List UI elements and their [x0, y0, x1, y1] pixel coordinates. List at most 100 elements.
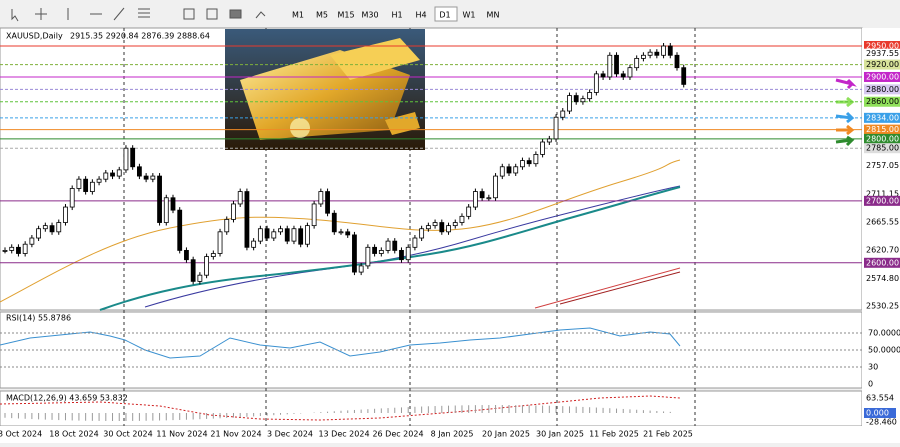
- candle: [493, 175, 498, 199]
- candle: [123, 147, 129, 171]
- price-tag: [864, 195, 900, 206]
- candle: [600, 73, 606, 78]
- candle: [593, 73, 599, 93]
- candle: [163, 197, 169, 223]
- timeframe-button[interactable]: W1: [463, 11, 476, 20]
- candle: [345, 231, 351, 236]
- timeframe-button[interactable]: M15: [337, 11, 354, 20]
- candle: [217, 231, 223, 254]
- rsi-level-label: 70.0000: [868, 329, 900, 338]
- macd-label: MACD(12,26,9) 43.659 53.832: [6, 394, 128, 403]
- price-tag: [864, 143, 900, 154]
- candle: [278, 228, 283, 233]
- candle: [446, 225, 451, 233]
- date-label: 18 Oct 2024: [49, 430, 98, 439]
- timeframe-button[interactable]: M30: [361, 11, 378, 20]
- timeframe-button[interactable]: M1: [292, 11, 304, 20]
- candle: [284, 228, 290, 242]
- candle: [76, 178, 82, 189]
- candle: [136, 166, 142, 177]
- date-label: 8 Oct 2024: [0, 430, 42, 439]
- candle: [204, 256, 210, 276]
- rsi-level-label: 50.0000: [868, 346, 900, 355]
- candle: [231, 203, 236, 220]
- candle: [116, 169, 122, 177]
- candle: [540, 141, 545, 155]
- timeframe-button[interactable]: H4: [415, 11, 426, 20]
- candle: [110, 172, 115, 177]
- candle: [526, 160, 532, 165]
- price-tag: [864, 257, 900, 268]
- macd-signal: [0, 395, 681, 421]
- ohlc: 2915.35 2920.84 2876.39 2888.64: [70, 32, 210, 41]
- candle: [412, 237, 418, 248]
- candle: [627, 67, 633, 78]
- candle: [36, 228, 41, 239]
- price-label: 2700.00: [866, 196, 899, 205]
- candle: [681, 67, 687, 85]
- candle: [69, 188, 75, 208]
- candle: [318, 191, 324, 205]
- rsi-panel: [0, 311, 863, 389]
- candle: [372, 246, 378, 254]
- candle: [56, 222, 62, 233]
- active-timeframe: [434, 6, 458, 22]
- price-tag: [864, 41, 900, 51]
- candle: [607, 54, 613, 78]
- price-panel: [0, 27, 863, 311]
- candle: [661, 45, 666, 56]
- price-tag: [864, 48, 900, 59]
- candle: [567, 95, 572, 112]
- candle: [634, 57, 640, 69]
- price-label: 2711.15: [866, 189, 899, 198]
- candle: [16, 246, 21, 254]
- candle: [352, 234, 357, 273]
- price-label: 2937.55: [866, 49, 899, 58]
- timeframe-button[interactable]: H1: [391, 11, 402, 20]
- price-label: 2800.00: [866, 134, 899, 143]
- price-tag: [864, 188, 900, 199]
- candle: [647, 51, 653, 56]
- price-label: 2665.55: [866, 218, 899, 227]
- candle: [244, 191, 250, 248]
- candle: [177, 209, 183, 251]
- candle: [459, 215, 465, 223]
- price-tag: [864, 160, 900, 171]
- candle: [513, 166, 519, 174]
- price-label: 2920.00: [866, 60, 899, 69]
- candle: [358, 265, 364, 273]
- price-label: 2900.00: [866, 72, 899, 81]
- candle: [150, 175, 156, 180]
- price-tag: [864, 124, 900, 135]
- date-label: 30 Oct 2024: [103, 430, 152, 439]
- macd-level-label: 0.000: [866, 409, 889, 418]
- candle: [237, 191, 243, 205]
- candle: [170, 197, 176, 211]
- candle: [298, 228, 304, 245]
- timeframe-button[interactable]: M5: [316, 11, 328, 20]
- date-label: 30 Jan 2025: [536, 430, 584, 439]
- candle: [63, 206, 68, 223]
- price-tag: [864, 71, 900, 82]
- date-label: 20 Jan 2025: [482, 430, 530, 439]
- timeframe-button[interactable]: D1: [439, 11, 450, 20]
- rsi-level-label: 30: [868, 363, 878, 372]
- candle: [674, 54, 680, 69]
- candle: [83, 178, 89, 192]
- candle: [49, 225, 55, 233]
- candle: [257, 228, 263, 242]
- candle: [130, 147, 136, 168]
- timeframe-button[interactable]: MN: [487, 11, 500, 20]
- candle: [338, 231, 344, 234]
- price-label: 2574.80: [866, 274, 899, 283]
- price-tag: [864, 96, 900, 107]
- date-label: 21 Nov 2024: [210, 430, 261, 439]
- price-label: 2620.70: [866, 245, 899, 254]
- candle: [103, 172, 109, 180]
- candle: [184, 250, 189, 261]
- candle: [419, 228, 425, 239]
- rsi-label: RSI(14) 55.8786: [6, 314, 71, 323]
- candle: [641, 54, 646, 59]
- candle: [311, 203, 317, 227]
- candle: [89, 181, 95, 192]
